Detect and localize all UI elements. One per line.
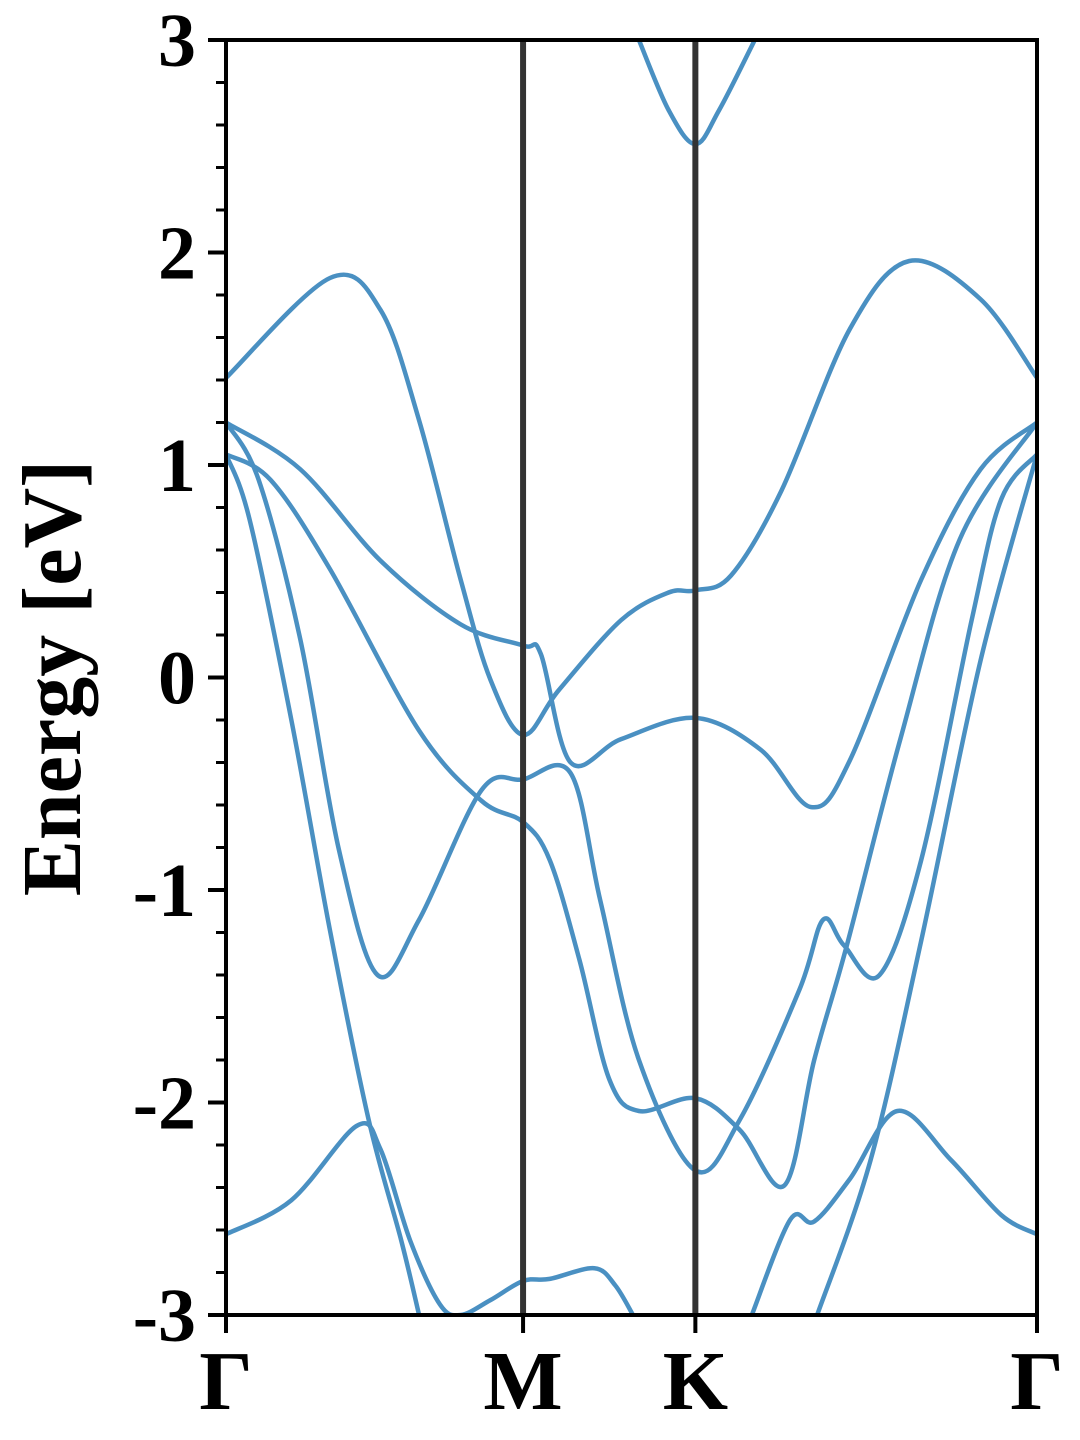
band-line xyxy=(226,421,1037,1175)
band-line xyxy=(226,420,1037,810)
band-line xyxy=(815,453,1037,1315)
y-tick-label: 0 xyxy=(158,637,196,721)
y-axis-label: Energy [eV] xyxy=(6,460,99,896)
band-line xyxy=(749,1108,1037,1315)
x-tick-label: Γ xyxy=(199,1335,252,1428)
x-tick-label: Γ xyxy=(1010,1335,1063,1428)
band-line xyxy=(226,1121,635,1315)
x-tick-label: K xyxy=(663,1335,728,1428)
band-line xyxy=(226,258,1037,738)
x-tick-label: M xyxy=(483,1335,562,1428)
band-line xyxy=(226,421,1037,1190)
y-tick-label: -3 xyxy=(133,1274,196,1358)
y-tick-label: 2 xyxy=(158,212,196,296)
y-tick-label: 1 xyxy=(158,424,196,508)
plot-area xyxy=(226,40,1037,1315)
y-tick-label: -2 xyxy=(133,1062,196,1146)
band-line xyxy=(226,453,422,1315)
y-tick-label: -1 xyxy=(133,849,196,933)
y-tick-label: 3 xyxy=(158,0,196,83)
